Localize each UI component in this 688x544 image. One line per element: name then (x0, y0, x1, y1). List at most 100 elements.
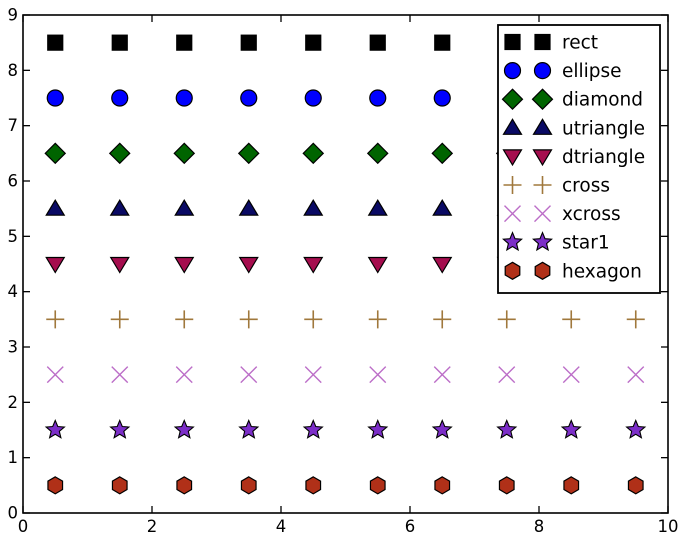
series-hexagon (47, 476, 644, 495)
marker-xcross-4 (304, 366, 322, 384)
y-tick-label: 0 (8, 504, 19, 523)
x-tick-label: 2 (147, 517, 158, 536)
marker-rect-4 (305, 34, 322, 51)
marker-hexagon-2 (176, 476, 193, 495)
marker-cross-2 (175, 310, 194, 329)
legend-entry-rect: rect (504, 33, 598, 54)
ellipse-marker-icon (533, 61, 552, 80)
marker-rect-5 (369, 34, 386, 51)
marker-cross-0 (46, 310, 65, 329)
cross-marker-icon (503, 176, 522, 194)
marker-utriangle-1 (109, 199, 130, 216)
marker-hexagon-9 (627, 476, 644, 495)
diamond-marker-icon (501, 88, 524, 111)
series-star1 (44, 418, 647, 439)
marker-diamond-0 (44, 142, 67, 165)
marker-utriangle-0 (45, 199, 66, 216)
marker-dtriangle-4 (303, 256, 324, 274)
legend-entry-star1: star1 (502, 231, 610, 254)
marker-star1-5 (367, 418, 389, 439)
dtriangle-marker-icon (502, 149, 523, 167)
axes-frame (22, 14, 669, 514)
marker-cross-8 (562, 310, 581, 329)
marker-hexagon-3 (240, 476, 257, 495)
ticks (22, 14, 669, 514)
utriangle-marker-icon (502, 118, 523, 135)
dtriangle-marker-icon (532, 149, 553, 167)
y-tick-label: 7 (8, 116, 19, 135)
marker-star1-4 (302, 418, 324, 439)
marker-rect-2 (176, 34, 193, 51)
marker-star1-0 (44, 418, 66, 439)
marker-ellipse-0 (46, 89, 64, 107)
legend-entry-xcross: xcross (504, 204, 621, 225)
marker-ellipse-1 (111, 89, 129, 107)
marker-utriangle-5 (367, 199, 388, 216)
legend-label: hexagon (562, 261, 642, 282)
marker-hexagon-4 (305, 476, 322, 495)
marker-dtriangle-3 (238, 256, 259, 274)
marker-dtriangle-2 (174, 256, 195, 274)
marker-hexagon-5 (369, 476, 386, 495)
y-tick-label: 6 (8, 172, 19, 191)
marker-utriangle-3 (238, 199, 259, 216)
marker-xcross-8 (562, 366, 580, 384)
marker-cross-3 (239, 310, 258, 329)
xcross-marker-icon (504, 205, 521, 223)
marker-xcross-2 (175, 366, 193, 384)
utriangle-marker-icon (532, 118, 553, 135)
legend-label: star1 (562, 233, 610, 254)
marker-ellipse-3 (240, 89, 258, 107)
marker-ellipse-5 (369, 89, 387, 107)
marker-ellipse-2 (175, 89, 193, 107)
marker-hexagon-0 (47, 476, 64, 495)
marker-hexagon-6 (434, 476, 451, 495)
marker-star1-7 (496, 418, 518, 439)
y-tick-label: 5 (8, 227, 19, 246)
legend-entry-hexagon: hexagon (504, 261, 642, 282)
marker-diamond-1 (108, 142, 131, 165)
legend-label: utriangle (562, 118, 645, 139)
marker-cross-5 (368, 310, 387, 329)
hexagon-marker-icon (534, 261, 551, 280)
series-dtriangle (45, 256, 646, 274)
legend-label: rect (562, 33, 598, 54)
rect-marker-icon (504, 33, 521, 51)
marker-rect-3 (240, 34, 257, 51)
marker-diamond-2 (173, 142, 196, 165)
diamond-marker-icon (531, 88, 554, 111)
legend-entry-cross: cross (503, 176, 610, 197)
marker-xcross-6 (433, 366, 451, 384)
marker-star1-6 (431, 418, 453, 439)
legend-label: dtriangle (562, 147, 645, 168)
marker-diamond-3 (237, 142, 260, 165)
x-tick-label: 10 (658, 517, 679, 536)
cross-marker-icon (533, 176, 552, 194)
marker-xcross-5 (369, 366, 387, 384)
legend: rect ellipse diamond utriangle dtriangle cros… (497, 24, 661, 294)
marker-cross-6 (433, 310, 452, 329)
marker-diamond-6 (431, 142, 454, 165)
marker-cross-4 (304, 310, 323, 329)
marker-star1-3 (238, 418, 260, 439)
hexagon-marker-icon (504, 261, 521, 280)
marker-ellipse-6 (433, 89, 451, 107)
x-tick-label: 0 (18, 517, 29, 536)
y-tick-label: 9 (8, 6, 19, 25)
marker-utriangle-4 (303, 199, 324, 216)
marker-cross-9 (626, 310, 645, 329)
marker-dtriangle-1 (109, 256, 130, 274)
marker-diamond-5 (366, 142, 389, 165)
y-tick-label: 2 (8, 393, 19, 412)
marker-star1-9 (625, 418, 647, 439)
marker-cross-7 (497, 310, 516, 329)
legend-entry-diamond: diamond (501, 88, 643, 111)
ellipse-marker-icon (503, 61, 522, 80)
y-tick-label: 1 (8, 448, 19, 467)
marker-xcross-7 (498, 366, 516, 384)
marker-star1-8 (560, 418, 582, 439)
x-tick-label: 6 (405, 517, 416, 536)
series-cross (46, 310, 645, 329)
